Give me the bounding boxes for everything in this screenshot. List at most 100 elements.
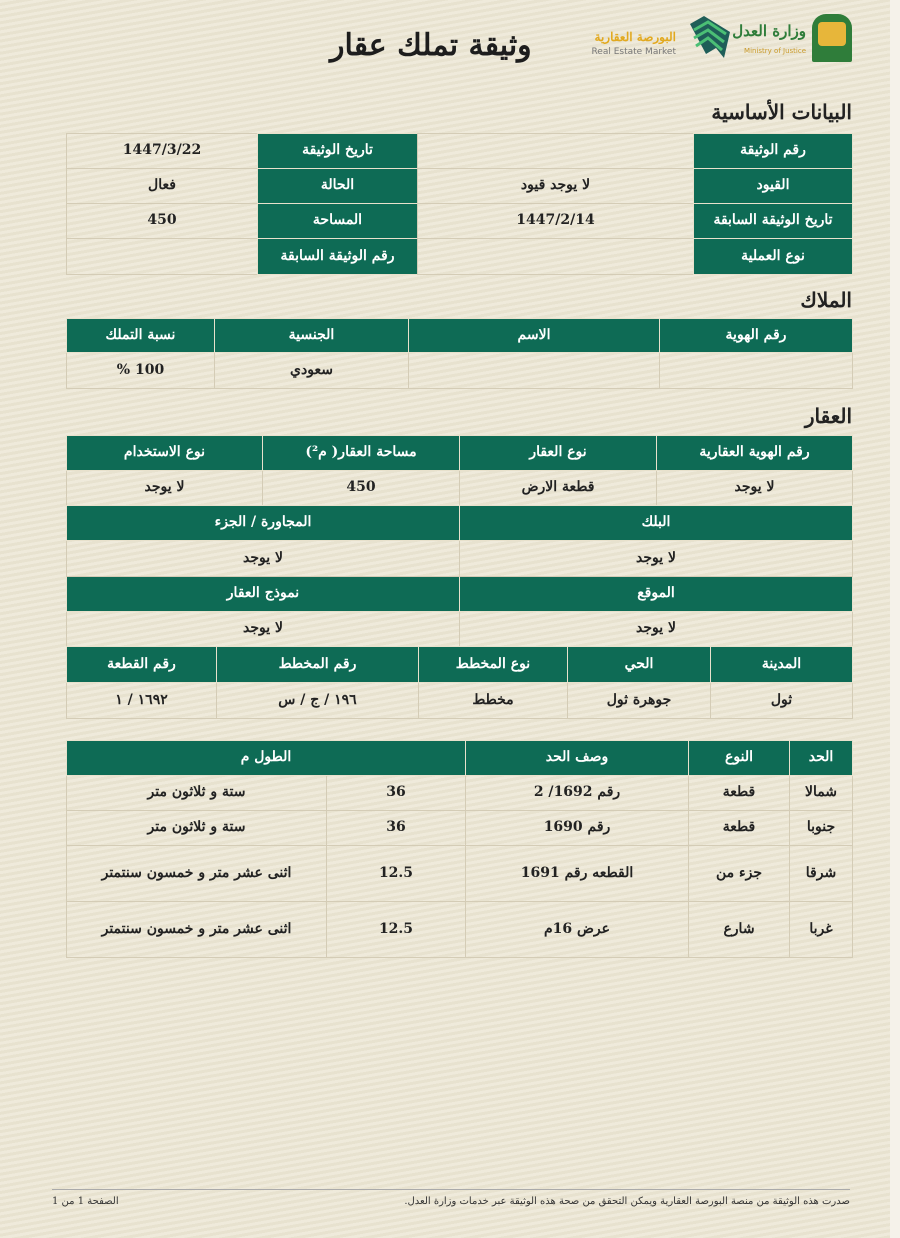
- property-table-main: رقم الهوية العقارية نوع العقار مساحة العقا…: [66, 435, 853, 506]
- basic-row: القيود لا يوجد قيود الحالة فعال: [66, 168, 853, 204]
- field-value: 450: [66, 203, 258, 239]
- page-edge: [890, 0, 900, 1238]
- field-value: فعال: [66, 168, 258, 204]
- property-table-block: البلك المجاورة / الجزء لا يوجد لا يوجد المو…: [66, 505, 853, 647]
- property-value: لا يوجد: [459, 540, 853, 577]
- boundary-row: شمالا قطعة رقم 1692/ 2 36 ستة و ثلاثون متر: [66, 775, 853, 811]
- property-value: 450: [262, 470, 460, 506]
- section-owners-heading: الملاك: [800, 288, 852, 312]
- property-value: جوهرة ثول: [567, 682, 711, 719]
- property-header: نوع الاستخدام: [66, 435, 263, 471]
- basic-row: نوع العملية رقم الوثيقة السابقة: [66, 238, 853, 275]
- owners-header-id: رقم الهوية: [659, 318, 853, 353]
- owners-header-nationality: الجنسية: [214, 318, 409, 353]
- boundary-cell: عرض 16م: [465, 901, 689, 958]
- boundary-cell: قطعة: [688, 810, 790, 846]
- boundary-cell: قطعة: [688, 775, 790, 811]
- boundary-header-desc: وصف الحد: [465, 740, 689, 776]
- property-header: المجاورة / الجزء: [66, 505, 460, 541]
- moj-logo-text: وزارة العدل: [732, 22, 806, 40]
- property-value: لا يوجد: [66, 470, 263, 506]
- field-label: نوع العملية: [693, 238, 853, 275]
- field-value: [417, 133, 694, 169]
- boundary-cell: ستة و ثلاثون متر: [66, 810, 327, 846]
- boundary-cell: ستة و ثلاثون متر: [66, 775, 327, 811]
- owner-id: [659, 352, 853, 389]
- boundary-row: جنوبا قطعة رقم 1690 36 ستة و ثلاثون متر: [66, 810, 853, 846]
- property-header: البلك: [459, 505, 853, 541]
- rem-logo-text: البورصة العقارية: [594, 30, 676, 44]
- field-label: تاريخ الوثيقة السابقة: [693, 203, 853, 239]
- boundary-cell: شمالا: [789, 775, 853, 811]
- basic-row: تاريخ الوثيقة السابقة 1447/2/14 المساحة 450: [66, 203, 853, 239]
- boundary-cell: غربا: [789, 901, 853, 958]
- owner-share: 100 %: [66, 352, 215, 389]
- boundary-cell: جزء من: [688, 845, 790, 902]
- property-header: نموذج العقار: [66, 576, 460, 612]
- property-value: مخطط: [418, 682, 568, 719]
- moj-emblem-logo: [812, 14, 852, 62]
- real-estate-market-logo: [690, 16, 730, 58]
- boundary-cell: جنوبا: [789, 810, 853, 846]
- property-value: ١٦٩٢ / ١: [66, 682, 217, 719]
- boundary-cell: 36: [326, 775, 466, 811]
- rem-logo-en: Real Estate Market: [591, 47, 676, 57]
- boundary-cell: شرقا: [789, 845, 853, 902]
- property-header: رقم الهوية العقارية: [656, 435, 853, 471]
- field-label: تاريخ الوثيقة: [257, 133, 418, 169]
- footer-page-number: الصفحة 1 من 1: [52, 1196, 119, 1207]
- owner-nationality: سعودي: [214, 352, 409, 389]
- property-value: لا يوجد: [66, 540, 460, 577]
- property-value: لا يوجد: [459, 611, 853, 647]
- boundary-row: غربا شارع عرض 16م 12.5 اثنى عشر متر و خمسون …: [66, 901, 853, 958]
- property-table-location: المدينة الحي نوع المخطط رقم المخطط رقم القطع…: [66, 646, 853, 719]
- boundaries-table: الحد النوع وصف الحد الطول م شمالا قطعة رقم…: [66, 740, 853, 958]
- boundary-cell: رقم 1690: [465, 810, 689, 846]
- property-value: لا يوجد: [656, 470, 853, 506]
- boundary-cell: اثنى عشر متر و خمسون سنتمتر: [66, 901, 327, 958]
- section-basic-heading: البيانات الأساسية: [711, 100, 852, 124]
- boundary-cell: 36: [326, 810, 466, 846]
- property-header: مساحة العقار( م²): [262, 435, 460, 471]
- property-value: لا يوجد: [66, 611, 460, 647]
- boundary-cell: 12.5: [326, 845, 466, 902]
- moj-logo-en: Ministry of Justice: [744, 47, 806, 55]
- footer-divider: [52, 1189, 850, 1190]
- owners-header-name: الاسم: [408, 318, 660, 353]
- field-value: 1447/3/22: [66, 133, 258, 169]
- boundary-header-side: الحد: [789, 740, 853, 776]
- property-header: المدينة: [710, 646, 853, 683]
- boundary-cell: رقم 1692/ 2: [465, 775, 689, 811]
- boundary-cell: 12.5: [326, 901, 466, 958]
- field-label: القيود: [693, 168, 853, 204]
- owners-header-share: نسبة التملك: [66, 318, 215, 353]
- property-header: رقم المخطط: [216, 646, 419, 683]
- property-value: ثول: [710, 682, 853, 719]
- owner-name: [408, 352, 660, 389]
- field-value: لا يوجد قيود: [417, 168, 694, 204]
- field-label: الحالة: [257, 168, 418, 204]
- boundary-header-type: النوع: [688, 740, 790, 776]
- boundary-row: شرقا جزء من القطعه رقم 1691 12.5 اثنى عشر مت…: [66, 845, 853, 902]
- basic-info-table: رقم الوثيقة تاريخ الوثيقة 1447/3/22 القيود ل…: [66, 133, 853, 275]
- field-value: [66, 238, 258, 275]
- owners-table: رقم الهوية الاسم الجنسية نسبة التملك سعو…: [66, 318, 853, 389]
- basic-row: رقم الوثيقة تاريخ الوثيقة 1447/3/22: [66, 133, 853, 169]
- section-property-heading: العقار: [804, 404, 852, 428]
- field-value: 1447/2/14: [417, 203, 694, 239]
- property-header: نوع العقار: [459, 435, 657, 471]
- property-header: رقم القطعة: [66, 646, 217, 683]
- boundary-cell: شارع: [688, 901, 790, 958]
- property-header: الحي: [567, 646, 711, 683]
- field-label: رقم الوثيقة السابقة: [257, 238, 418, 275]
- boundary-header-length: الطول م: [66, 740, 466, 776]
- field-label: رقم الوثيقة: [693, 133, 853, 169]
- boundary-cell: اثنى عشر متر و خمسون سنتمتر: [66, 845, 327, 902]
- property-value: قطعة الارض: [459, 470, 657, 506]
- footer-note: صدرت هذه الوثيقة من منصة البورصة العقاري…: [404, 1196, 850, 1207]
- property-value: ١٩٦ / ج / س: [216, 682, 419, 719]
- boundary-cell: القطعه رقم 1691: [465, 845, 689, 902]
- property-header: نوع المخطط: [418, 646, 568, 683]
- field-label: المساحة: [257, 203, 418, 239]
- page-title: وثيقة تملك عقار: [330, 28, 532, 63]
